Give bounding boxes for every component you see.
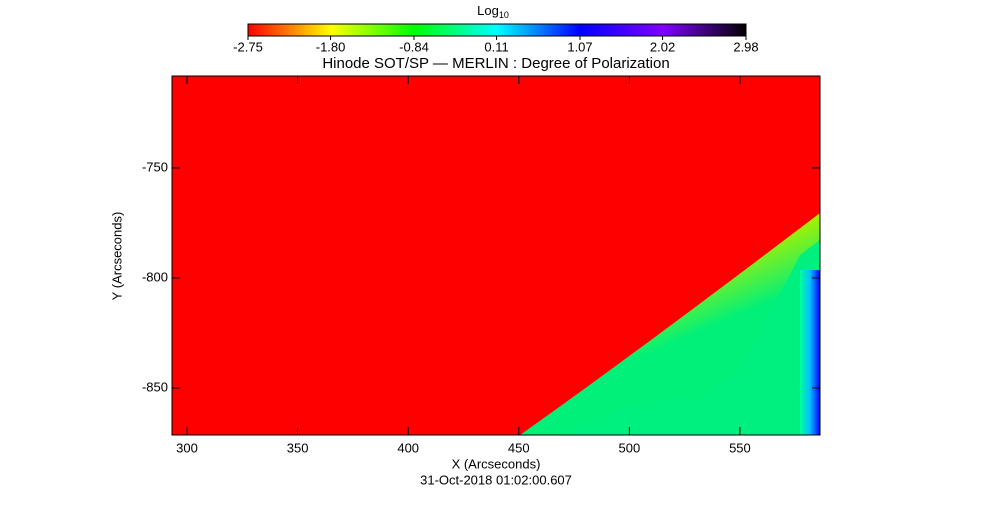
y-axis-label: Y (Arcseconds) bbox=[109, 212, 124, 301]
colorbar-tick-label: -1.80 bbox=[316, 39, 346, 54]
colorbar-tick-label: -2.75 bbox=[233, 39, 263, 54]
x-axis-label: X (Arcseconds) bbox=[452, 456, 541, 471]
x-tick-label: 400 bbox=[397, 440, 419, 455]
x-tick-label: 550 bbox=[729, 440, 751, 455]
limb-edge bbox=[800, 270, 820, 435]
x-tick-label: 450 bbox=[508, 440, 530, 455]
x-tick-label: 350 bbox=[287, 440, 309, 455]
colorbar-title: Log10 bbox=[477, 3, 509, 20]
colorbar-title-sub: 10 bbox=[499, 10, 509, 20]
x-tick-label: 300 bbox=[176, 440, 198, 455]
y-tick-label: -800 bbox=[142, 269, 168, 284]
image bbox=[172, 76, 820, 435]
colorbar-tick-label: 0.11 bbox=[484, 39, 508, 54]
y-tick-label: -750 bbox=[142, 159, 168, 174]
x-tick-label: 500 bbox=[619, 440, 641, 455]
colorbar-title-main: Log bbox=[477, 3, 499, 18]
colorbar-tick-label: 1.07 bbox=[567, 39, 592, 54]
colorbar bbox=[247, 23, 747, 37]
footer: 31-Oct-2018 01:02:00.607 bbox=[420, 472, 572, 487]
colorbar-tick-label: -0.84 bbox=[399, 39, 429, 54]
limb-inner bbox=[560, 240, 820, 435]
chart-title: Hinode SOT/SP — MERLIN : Degree of Polar… bbox=[322, 55, 669, 72]
plot-frame bbox=[171, 75, 821, 436]
y-tick-label: -850 bbox=[142, 379, 168, 394]
colorbar-tick-label: 2.02 bbox=[650, 39, 675, 54]
colorbar-tick-label: 2.98 bbox=[733, 39, 758, 54]
